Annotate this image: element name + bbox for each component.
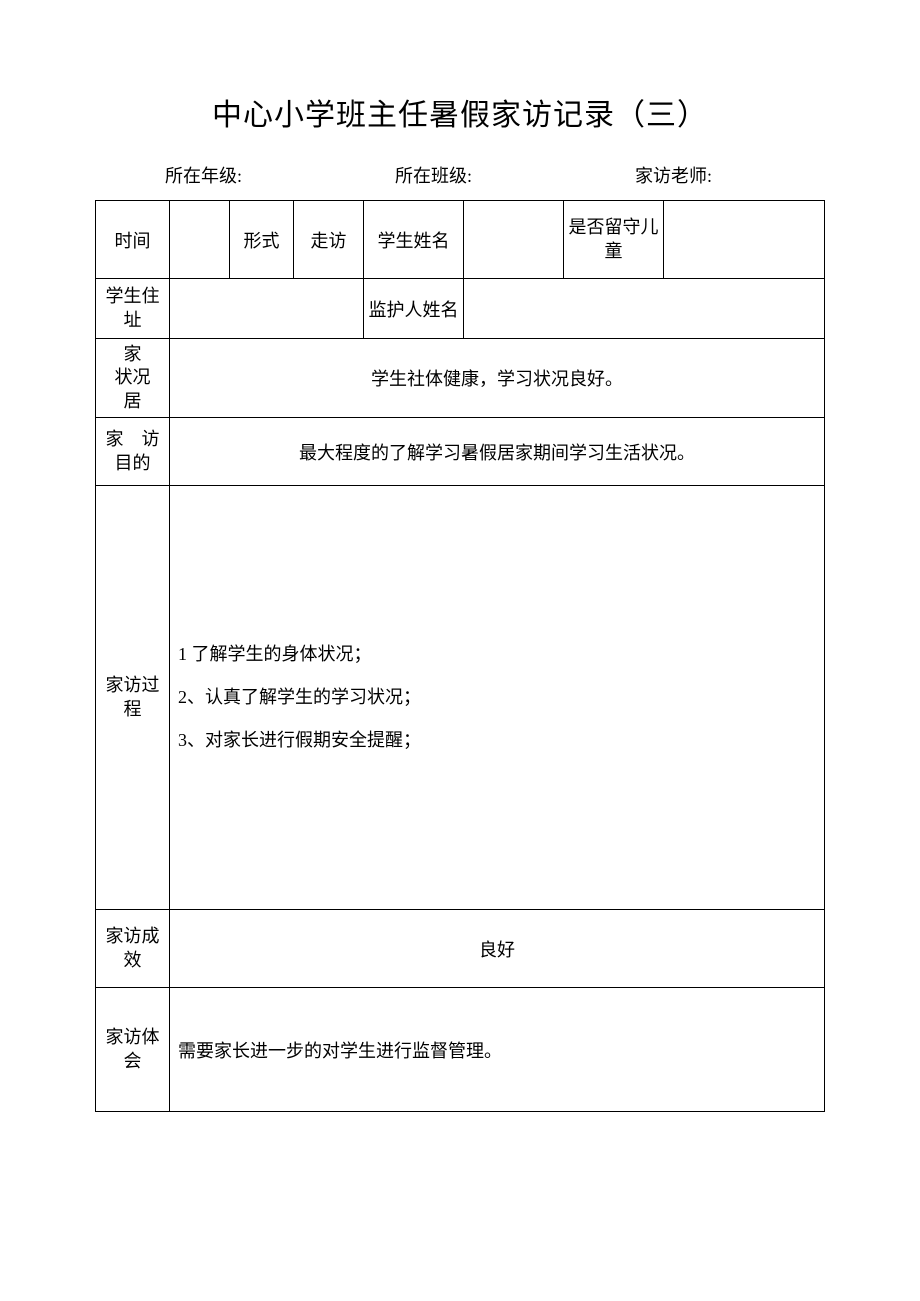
process-label: 家访过程 [96,486,170,910]
process-line: 1 了解学生的身体状况； [178,633,816,676]
experience-label: 家访体会 [96,988,170,1112]
situation-value: 学生社体健康，学习状况良好。 [170,339,825,418]
table-row: 家访体会 需要家长进一步的对学生进行监督管理。 [96,988,825,1112]
table-row: 家 状况 居 学生社体健康，学习状况良好。 [96,339,825,418]
situation-label: 家 状况 居 [96,339,170,418]
grade-label: 所在年级: [105,162,345,188]
student-name-value [464,201,564,279]
page-title: 中心小学班主任暑假家访记录（三） [95,90,825,134]
table-row: 家 访目的 最大程度的了解学习暑假居家期间学习生活状况。 [96,418,825,486]
table-row: 家访过程 1 了解学生的身体状况； 2、认真了解学生的学习状况； 3、对家长进行… [96,486,825,910]
purpose-label: 家 访目的 [96,418,170,486]
form-label: 形式 [230,201,294,279]
address-value [170,279,364,339]
info-row: 所在年级: 所在班级: 家访老师: [95,162,825,188]
teacher-label: 家访老师: [575,162,815,188]
effect-value: 良好 [170,910,825,988]
left-behind-label: 是否留守儿童 [564,201,664,279]
process-value: 1 了解学生的身体状况； 2、认真了解学生的学习状况； 3、对家长进行假期安全提… [170,486,825,910]
form-value: 走访 [294,201,364,279]
process-line: 2、认真了解学生的学习状况； [178,676,816,719]
table-row: 家访成效 良好 [96,910,825,988]
address-label: 学生住址 [96,279,170,339]
time-label: 时间 [96,201,170,279]
guardian-label: 监护人姓名 [364,279,464,339]
record-table: 时间 形式 走访 学生姓名 是否留守儿童 学生住址 监护人姓名 家 状况 居 学… [95,200,825,1112]
process-line: 3、对家长进行假期安全提醒； [178,719,816,762]
table-row: 学生住址 监护人姓名 [96,279,825,339]
time-value [170,201,230,279]
effect-label: 家访成效 [96,910,170,988]
purpose-value: 最大程度的了解学习暑假居家期间学习生活状况。 [170,418,825,486]
student-name-label: 学生姓名 [364,201,464,279]
guardian-value [464,279,825,339]
table-row: 时间 形式 走访 学生姓名 是否留守儿童 [96,201,825,279]
experience-value: 需要家长进一步的对学生进行监督管理。 [170,988,825,1112]
class-label: 所在班级: [345,162,575,188]
left-behind-value [664,201,825,279]
